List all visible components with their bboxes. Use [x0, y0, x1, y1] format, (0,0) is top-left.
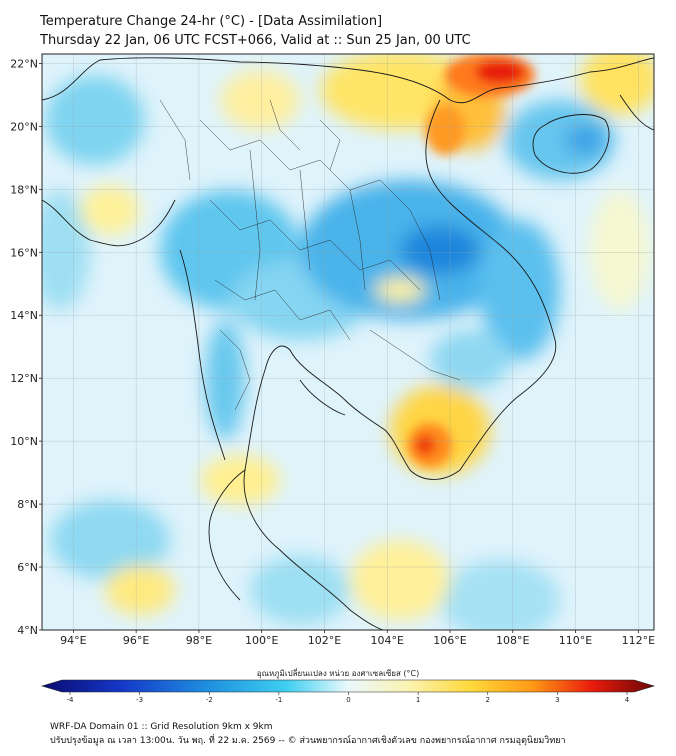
colorbar-tick-label: -1: [275, 696, 282, 704]
lon-label: 110°E: [559, 634, 592, 647]
lon-label: 100°E: [245, 634, 278, 647]
lat-label: 4°N: [17, 624, 38, 637]
lat-label: 10°N: [10, 435, 38, 448]
coastlines: [42, 57, 654, 630]
title-line-1: Temperature Change 24-hr (°C) - [Data As…: [40, 14, 383, 29]
lat-label: 8°N: [17, 498, 38, 511]
province-borders: [159, 99, 461, 411]
colorbar: -4 -3 -2 -1 0 1 2 3 4: [40, 679, 656, 704]
lon-label: 98°E: [186, 634, 212, 647]
lat-label: 6°N: [17, 561, 38, 574]
footer-line-2: ปรับปรุงข้อมูล ณ เวลา 13:00น. วัน พฤ. ที…: [50, 736, 566, 746]
colorbar-title: อุณหภูมิเปลี่ยนแปลง หน่วย องศาเซลเซียส (…: [256, 669, 420, 678]
lon-label: 104°E: [371, 634, 404, 647]
colorbar-ticks: -4 -3 -2 -1 0 1 2 3 4: [67, 692, 630, 704]
lat-label: 22°N: [10, 57, 38, 70]
lon-label: 106°E: [433, 634, 466, 647]
colorbar-tick-label: 3: [555, 696, 559, 704]
map-title: Temperature Change 24-hr (°C) - [Data As…: [40, 12, 471, 50]
footer-line-1: WRF-DA Domain 01 :: Grid Resolution 9km …: [50, 722, 273, 732]
lat-label: 12°N: [10, 372, 38, 385]
map-frame: [41, 53, 655, 631]
graticule: [42, 54, 654, 630]
lon-label: 94°E: [60, 634, 86, 647]
title-line-2: Thursday 22 Jan, 06 UTC FCST+066, Valid …: [40, 33, 471, 48]
colorbar-bar: [40, 679, 656, 693]
colorbar-tick-label: 2: [486, 696, 490, 704]
colorbar-tick-label: -3: [136, 696, 143, 704]
footer: WRF-DA Domain 01 :: Grid Resolution 9km …: [50, 720, 566, 748]
lon-label: 112°E: [622, 634, 655, 647]
lon-label: 102°E: [308, 634, 341, 647]
lat-labels: 22°N 20°N 18°N 16°N 14°N 12°N 10°N 8°N 6°N 4°N: [10, 57, 42, 637]
colorbar-tick-label: 1: [416, 696, 420, 704]
lat-label: 18°N: [10, 183, 38, 196]
temperature-field: [42, 54, 654, 630]
lat-label: 16°N: [10, 246, 38, 259]
lon-labels: 94°E 96°E 98°E 100°E 102°E 104°E 106°E 108°E 110…: [60, 630, 655, 647]
lat-label: 14°N: [10, 309, 38, 322]
colorbar-tick-label: -4: [67, 696, 75, 704]
lat-label: 20°N: [10, 120, 38, 133]
lon-label: 96°E: [123, 634, 149, 647]
lon-label: 108°E: [496, 634, 529, 647]
colorbar-tick-label: 4: [625, 696, 630, 704]
colorbar-tick-label: -2: [206, 696, 213, 704]
colorbar-tick-label: 0: [346, 696, 350, 704]
